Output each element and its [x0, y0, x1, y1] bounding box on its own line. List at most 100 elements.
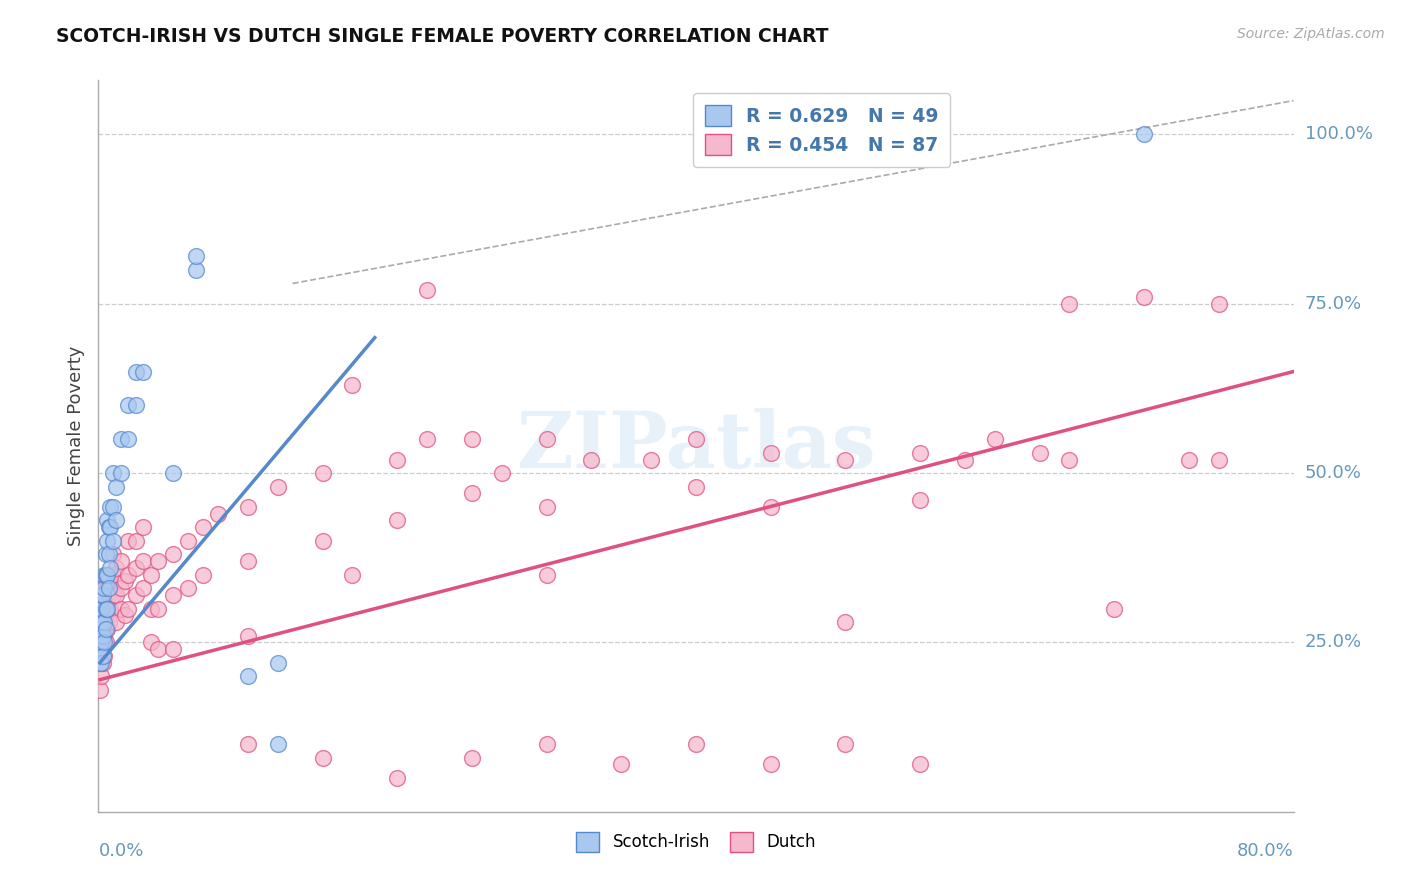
Point	[98, 520, 122, 534]
Point	[91, 635, 114, 649]
Point	[117, 432, 139, 446]
Point	[114, 608, 136, 623]
Point	[139, 601, 162, 615]
Point	[97, 588, 120, 602]
Point	[89, 642, 111, 657]
Text: 25.0%: 25.0%	[1305, 633, 1362, 651]
Point	[132, 554, 155, 568]
Point	[759, 446, 782, 460]
Point	[97, 520, 120, 534]
Point	[89, 656, 111, 670]
Point	[103, 533, 125, 548]
Point	[94, 615, 117, 629]
Point	[461, 432, 484, 446]
Point	[132, 520, 155, 534]
Point	[342, 567, 364, 582]
Point	[94, 567, 117, 582]
Point	[96, 533, 118, 548]
Point	[96, 567, 118, 582]
Point	[96, 622, 118, 636]
Point	[953, 452, 976, 467]
Point	[90, 601, 112, 615]
Point	[908, 493, 931, 508]
Point	[90, 629, 112, 643]
Point	[98, 601, 122, 615]
Point	[91, 656, 114, 670]
Point	[536, 737, 558, 751]
Point	[89, 629, 111, 643]
Point	[96, 601, 118, 615]
Point	[125, 364, 148, 378]
Point	[90, 656, 112, 670]
Point	[461, 750, 484, 764]
Point	[984, 432, 1007, 446]
Point	[184, 263, 207, 277]
Point	[125, 533, 148, 548]
Point	[117, 567, 139, 582]
Text: 0.0%: 0.0%	[98, 842, 143, 860]
Point	[89, 682, 111, 697]
Point	[1028, 446, 1050, 460]
Point	[162, 588, 184, 602]
Point	[110, 581, 132, 595]
Point	[834, 452, 856, 467]
Point	[94, 588, 117, 602]
Point	[148, 601, 170, 615]
Point	[1208, 297, 1230, 311]
Point	[416, 432, 439, 446]
Point	[177, 581, 200, 595]
Point	[236, 500, 259, 514]
Point	[98, 581, 122, 595]
Point	[90, 669, 112, 683]
Point	[342, 378, 364, 392]
Point	[114, 574, 136, 589]
Point	[117, 533, 139, 548]
Text: 50.0%: 50.0%	[1305, 464, 1361, 482]
Point	[90, 588, 112, 602]
Point	[1133, 128, 1156, 142]
Point	[97, 547, 120, 561]
Point	[184, 249, 207, 263]
Point	[191, 520, 214, 534]
Point	[685, 432, 707, 446]
Point	[89, 601, 111, 615]
Text: 80.0%: 80.0%	[1237, 842, 1294, 860]
Point	[236, 737, 259, 751]
Point	[103, 466, 125, 480]
Point	[177, 533, 200, 548]
Point	[93, 635, 115, 649]
Point	[94, 635, 117, 649]
Point	[93, 648, 115, 663]
Text: SCOTCH-IRISH VS DUTCH SINGLE FEMALE POVERTY CORRELATION CHART: SCOTCH-IRISH VS DUTCH SINGLE FEMALE POVE…	[56, 27, 828, 45]
Point	[103, 567, 125, 582]
Point	[461, 486, 484, 500]
Text: 75.0%: 75.0%	[1305, 294, 1362, 313]
Point	[91, 588, 114, 602]
Point	[96, 581, 118, 595]
Point	[1059, 452, 1081, 467]
Point	[148, 642, 170, 657]
Point	[191, 567, 214, 582]
Point	[97, 567, 120, 582]
Point	[162, 466, 184, 480]
Point	[491, 466, 513, 480]
Point	[105, 588, 128, 602]
Point	[908, 446, 931, 460]
Point	[125, 561, 148, 575]
Point	[110, 601, 132, 615]
Text: ZIPatlas: ZIPatlas	[516, 408, 876, 484]
Point	[162, 547, 184, 561]
Point	[98, 561, 122, 575]
Point	[91, 588, 114, 602]
Text: Source: ZipAtlas.com: Source: ZipAtlas.com	[1237, 27, 1385, 41]
Point	[89, 588, 111, 602]
Point	[96, 514, 118, 528]
Point	[148, 554, 170, 568]
Point	[90, 635, 112, 649]
Point	[93, 601, 115, 615]
Point	[385, 452, 409, 467]
Point	[236, 629, 259, 643]
Point	[89, 635, 111, 649]
Point	[90, 622, 112, 636]
Legend: Scotch-Irish, Dutch: Scotch-Irish, Dutch	[569, 826, 823, 858]
